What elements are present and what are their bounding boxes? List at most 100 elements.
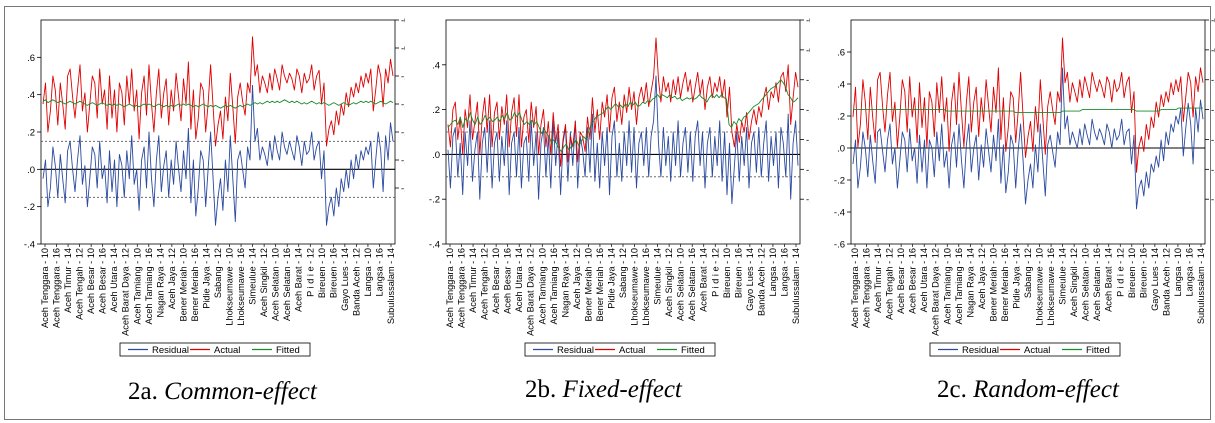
legend-label: Fitted bbox=[276, 345, 300, 356]
x-tick-label: Lhokseumawe - 16 bbox=[641, 248, 651, 326]
x-tick-label: Lhokseumawe - 16 bbox=[236, 248, 246, 326]
x-tick-label: Aceh Selatan - 16 bbox=[282, 248, 292, 321]
series-line-actual bbox=[447, 37, 799, 167]
x-tick-label: Aceh Timur - 14 bbox=[468, 248, 478, 313]
caption-random-effect: 2c. Random-effect bbox=[937, 376, 1119, 404]
x-tick-label: Aceh Selatan - 16 bbox=[687, 248, 697, 321]
x-tick-label: Aceh Tenggara - 16 bbox=[862, 248, 872, 328]
x-tick-label: Langsa - 10 bbox=[363, 248, 373, 297]
right-tick-label: -1.2 bbox=[806, 105, 810, 116]
x-tick-label: Aceh Besar - 16 bbox=[503, 248, 513, 314]
left-tick-label: .4 bbox=[432, 60, 440, 71]
x-tick-label: Bireuen - 10 bbox=[317, 248, 327, 298]
legend-box bbox=[524, 342, 716, 357]
series-line-actual bbox=[42, 36, 394, 147]
x-tick-label: Banda Aceh - 12 bbox=[351, 248, 361, 316]
series-line-fitted bbox=[42, 99, 394, 109]
x-tick-label: Aceh Tamiang - 16 bbox=[954, 248, 964, 324]
x-tick-label: Pidie Jaya - 14 bbox=[1011, 248, 1021, 309]
x-tick-label: Aceh Tenggara - 10 bbox=[445, 248, 455, 328]
legend-label: Residual bbox=[962, 345, 999, 356]
x-tick-label: Nagan Raya - 14 bbox=[965, 248, 975, 317]
legend-label: Residual bbox=[557, 345, 594, 356]
x-tick-label: Langsa - 16 bbox=[374, 248, 384, 297]
left-tick-label: .2 bbox=[837, 112, 845, 123]
x-tick-label: Banda Aceh - 12 bbox=[1161, 248, 1171, 316]
left-tick-label: -.2 bbox=[24, 202, 35, 213]
right-tick-label: -1.0 bbox=[401, 72, 405, 83]
x-tick-label: Simeulue - 14 bbox=[248, 248, 258, 305]
right-tick-label: -1.6 bbox=[806, 165, 810, 176]
x-tick-label: Aceh Singkil - 12 bbox=[1069, 248, 1079, 317]
series-line-actual bbox=[852, 37, 1204, 173]
x-tick-label: Lhokseumawe - 16 bbox=[1046, 248, 1056, 326]
x-tick-label: Bener Meriah - 10 bbox=[178, 248, 188, 322]
legend-label: Fitted bbox=[1086, 345, 1110, 356]
x-tick-label: Aceh Tenggara - 16 bbox=[52, 248, 62, 328]
x-tick-label: Aceh Timur - 14 bbox=[63, 248, 73, 313]
series-line-fitted bbox=[853, 107, 1203, 114]
x-tick-label: Lhokseumawe - 10 bbox=[1035, 248, 1045, 326]
left-tick-label: -.4 bbox=[24, 240, 35, 251]
left-tick-label: -.2 bbox=[429, 195, 440, 206]
x-tick-label: Aceh Tamiang - 10 bbox=[537, 248, 547, 324]
x-tick-label: Langsa - 10 bbox=[1173, 248, 1183, 297]
right-tick-label: -1.6 bbox=[401, 156, 405, 167]
right-tick-label: -1.4 bbox=[401, 128, 405, 139]
x-tick-label: Aceh Barat Daya - 12 bbox=[526, 248, 536, 336]
panel-random-effect: .6 .4 .2 .0 -.2 -.4 -.6 -0.6 -0.8 -1.0 -1.2 -1.4 -1.… bbox=[834, 16, 1215, 357]
x-tick-label: Aceh Barat Daya - 12 bbox=[121, 248, 131, 336]
x-tick-label: Nagan Raya - 14 bbox=[560, 248, 570, 317]
right-tick-label: -0.8 bbox=[401, 44, 405, 55]
left-tick-label: -.6 bbox=[834, 240, 845, 251]
x-tick-label: Aceh Besar - 10 bbox=[491, 248, 501, 314]
x-tick-label: Langsa - 16 bbox=[779, 248, 789, 297]
panel-common-effect: .6 .4 .2 .0 -.2 -.4 -0.6 -0.8 -1.0 -1.2 -1.4 -1.6 -1… bbox=[24, 16, 405, 357]
caption-prefix: 2b. bbox=[525, 376, 557, 403]
right-tick-label: -1.8 bbox=[1211, 195, 1215, 206]
left-tick-label: .0 bbox=[432, 150, 440, 161]
right-tick-label: -1.4 bbox=[806, 135, 810, 146]
left-tick-label: .6 bbox=[837, 48, 845, 59]
figure-frame bbox=[4, 6, 1211, 420]
x-tick-label: Aceh Besar - 16 bbox=[98, 248, 108, 314]
legend-label: Residual bbox=[152, 345, 189, 356]
x-tick-label: Aceh Tamiang - 10 bbox=[942, 248, 952, 324]
legend-label: Actual bbox=[1024, 345, 1050, 356]
x-tick-label: Aceh Utara - 14 bbox=[109, 248, 119, 312]
left-tick-label: .2 bbox=[432, 105, 440, 116]
x-tick-label: Gayo Lues - 14 bbox=[745, 248, 755, 311]
x-tick-label: Subulussalam - 14 bbox=[791, 248, 801, 324]
x-tick-label: Aceh Jaya - 12 bbox=[572, 248, 582, 309]
x-tick-label: Subulussalam - 14 bbox=[386, 248, 396, 324]
left-tick-label: -.4 bbox=[834, 208, 845, 219]
x-tick-label: Bireuen - 16 bbox=[1138, 248, 1148, 298]
x-tick-label: P i d i e - 12 bbox=[710, 248, 720, 297]
x-tick-label: Gayo Lues - 14 bbox=[340, 248, 350, 311]
right-tick-label: -0.6 bbox=[806, 16, 810, 27]
caption-title: Fixed-effect bbox=[562, 376, 682, 403]
legend-box bbox=[929, 342, 1121, 357]
legend-label: Fitted bbox=[681, 345, 705, 356]
series-line-residual bbox=[852, 67, 1204, 210]
right-tick-label: -0.6 bbox=[1211, 16, 1215, 27]
series-line-residual bbox=[447, 75, 799, 205]
series-line-fitted bbox=[447, 79, 799, 152]
caption-common-effect: 2a. Common-effect bbox=[128, 378, 317, 406]
right-tick-label: -1.8 bbox=[401, 184, 405, 195]
x-tick-label: Lhokseumawe - 10 bbox=[630, 248, 640, 326]
x-tick-label: Aceh Tenggara - 10 bbox=[850, 248, 860, 328]
x-tick-label: Bener Meriah - 10 bbox=[583, 248, 593, 322]
x-tick-label: Aceh Selatan - 16 bbox=[1092, 248, 1102, 321]
x-tick-label: Aceh Jaya - 12 bbox=[167, 248, 177, 309]
x-tick-label: Bener Meriah - 10 bbox=[988, 248, 998, 322]
x-tick-label: Aceh Timur - 14 bbox=[873, 248, 883, 313]
x-tick-label: Simeulue - 14 bbox=[1058, 248, 1068, 305]
left-tick-label: .4 bbox=[837, 80, 845, 91]
x-tick-label: Bireuen - 16 bbox=[733, 248, 743, 298]
legend-box bbox=[119, 342, 311, 357]
x-tick-label: Simeulue - 14 bbox=[653, 248, 663, 305]
right-tick-label: -0.6 bbox=[401, 16, 405, 27]
right-tick-label: -1.2 bbox=[1211, 105, 1215, 116]
x-tick-label: Aceh Tengah - 12 bbox=[885, 248, 895, 320]
